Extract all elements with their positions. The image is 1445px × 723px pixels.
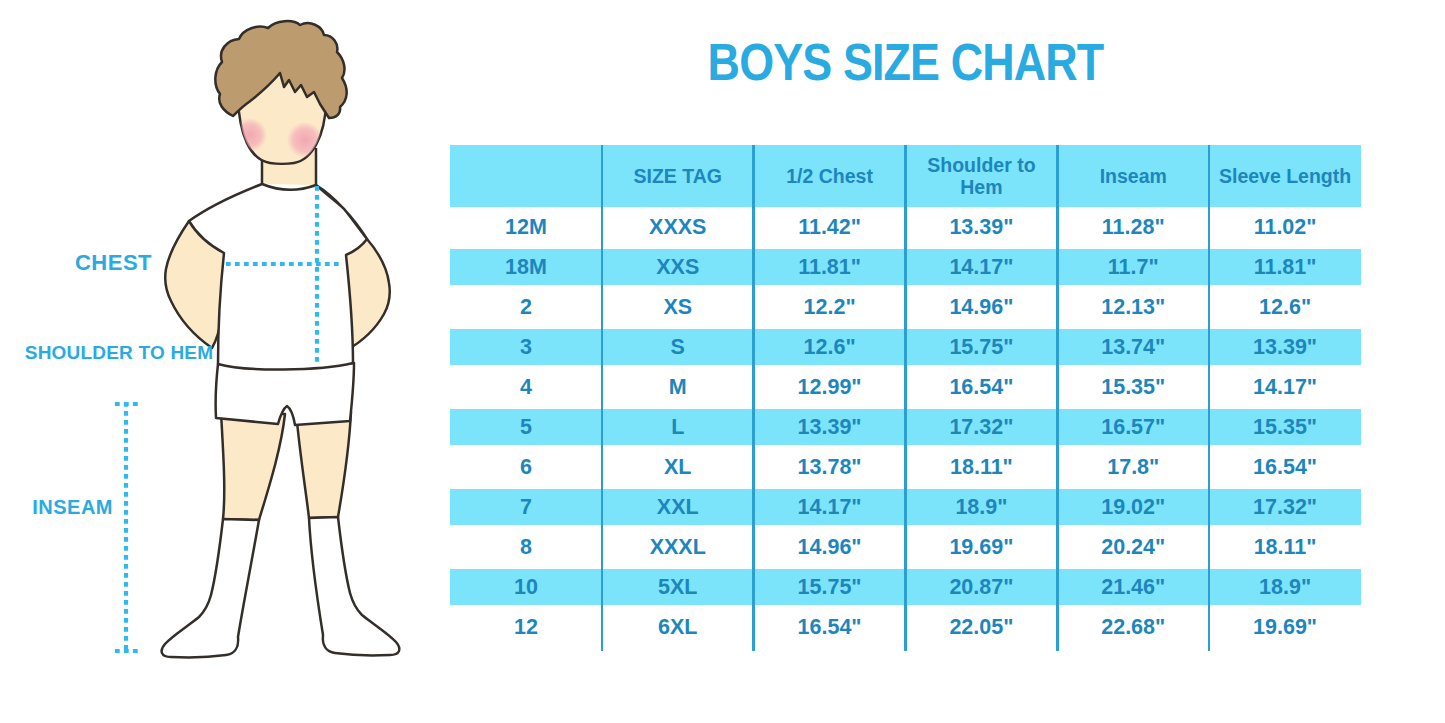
header-cell-size-tag: SIZE TAG: [602, 145, 754, 207]
table-cell: 15.75": [905, 329, 1057, 365]
right-leg: [296, 412, 351, 518]
header-cell-inseam: Inseam: [1057, 145, 1209, 207]
table-cell: 11.81": [1209, 249, 1361, 285]
table-cell: M: [602, 367, 754, 407]
table-cell: 19.02": [1057, 489, 1209, 525]
table-cell: 13.74": [1057, 329, 1209, 365]
table-cell: 7: [450, 489, 602, 525]
table-cell: 4: [450, 367, 602, 407]
table-cell: L: [602, 409, 754, 445]
table-cell: 12.2": [754, 287, 906, 327]
table-cell: 22.68": [1057, 607, 1209, 647]
shoulder-to-hem-label: SHOULDER TO HEM: [25, 342, 213, 364]
table-cell: 18.9": [905, 489, 1057, 525]
table-cell: 14.96": [754, 527, 906, 567]
table-cell: 19.69": [905, 527, 1057, 567]
table-cell: S: [602, 329, 754, 365]
header-cell-half-chest: 1/2 Chest: [754, 145, 906, 207]
table-cell: 11.28": [1057, 207, 1209, 247]
table-cell: 11.81": [754, 249, 906, 285]
table-cell: 12M: [450, 207, 602, 247]
table-cell: XL: [602, 447, 754, 487]
page: CHEST SHOULDER TO HEM INSEAM BOYS SIZE C…: [0, 0, 1445, 723]
table-cell: 16.54": [1209, 447, 1361, 487]
table-cell: 12.6": [754, 329, 906, 365]
table-cell: 18.11": [905, 447, 1057, 487]
table-cell: 15.35": [1057, 367, 1209, 407]
right-sock: [309, 517, 399, 655]
table-cell: 15.75": [754, 569, 906, 605]
column-divider: [752, 145, 755, 651]
size-table: SIZE TAG 1/2 Chest Shoulder to Hem Insea…: [450, 145, 1361, 647]
table-cell: 14.17": [1209, 367, 1361, 407]
table-cell: 10: [450, 569, 602, 605]
table-cell: 5: [450, 409, 602, 445]
table-cell: 21.46": [1057, 569, 1209, 605]
column-divider: [601, 145, 604, 651]
chest-label: CHEST: [0, 250, 152, 276]
table-cell: 5XL: [602, 569, 754, 605]
column-divider: [904, 145, 907, 651]
header-cell-sleeve-length: Sleeve Length: [1209, 145, 1361, 207]
table-cell: 18.9": [1209, 569, 1361, 605]
table-cell: 12.13": [1057, 287, 1209, 327]
table-cell: XXL: [602, 489, 754, 525]
header-cell-size: [450, 145, 602, 207]
table-cell: 15.35": [1209, 409, 1361, 445]
table-cell: 14.96": [905, 287, 1057, 327]
table-cell: XXXL: [602, 527, 754, 567]
table-cell: 16.54": [754, 607, 906, 647]
left-sock: [162, 519, 259, 657]
table-cell: 3: [450, 329, 602, 365]
table-cell: 12: [450, 607, 602, 647]
table-cell: XS: [602, 287, 754, 327]
table-cell: XXXS: [602, 207, 754, 247]
table-cell: XXS: [602, 249, 754, 285]
table-cell: 14.17": [754, 489, 906, 525]
table-cell: 16.57": [1057, 409, 1209, 445]
table-cell: 20.24": [1057, 527, 1209, 567]
table-cell: 6XL: [602, 607, 754, 647]
table-cell: 14.17": [905, 249, 1057, 285]
table-cell: 18M: [450, 249, 602, 285]
table-cell: 13.39": [754, 409, 906, 445]
table-cell: 6: [450, 447, 602, 487]
table-cell: 12.6": [1209, 287, 1361, 327]
header-cell-shoulder-to-hem: Shoulder to Hem: [905, 145, 1057, 207]
table-cell: 20.87": [905, 569, 1057, 605]
table-cell: 17.32": [1209, 489, 1361, 525]
column-divider: [1056, 145, 1059, 651]
page-title: BOYS SIZE CHART: [505, 33, 1307, 92]
table-cell: 13.39": [1209, 329, 1361, 365]
table-cell: 11.02": [1209, 207, 1361, 247]
table-cell: 17.32": [905, 409, 1057, 445]
inseam-label: INSEAM: [0, 496, 113, 519]
table-cell: 11.7": [1057, 249, 1209, 285]
table-cell: 11.42": [754, 207, 906, 247]
table-cell: 16.54": [905, 367, 1057, 407]
left-cheek: [233, 118, 267, 152]
column-divider: [1208, 145, 1211, 651]
table-cell: 12.99": [754, 367, 906, 407]
left-leg: [221, 412, 285, 520]
table-cell: 18.11": [1209, 527, 1361, 567]
table-cell: 17.8": [1057, 447, 1209, 487]
table-cell: 13.39": [905, 207, 1057, 247]
table-cell: 8: [450, 527, 602, 567]
table-cell: 22.05": [905, 607, 1057, 647]
right-cheek: [287, 122, 323, 158]
table-cell: 13.78": [754, 447, 906, 487]
table-cell: 2: [450, 287, 602, 327]
table-cell: 19.69": [1209, 607, 1361, 647]
